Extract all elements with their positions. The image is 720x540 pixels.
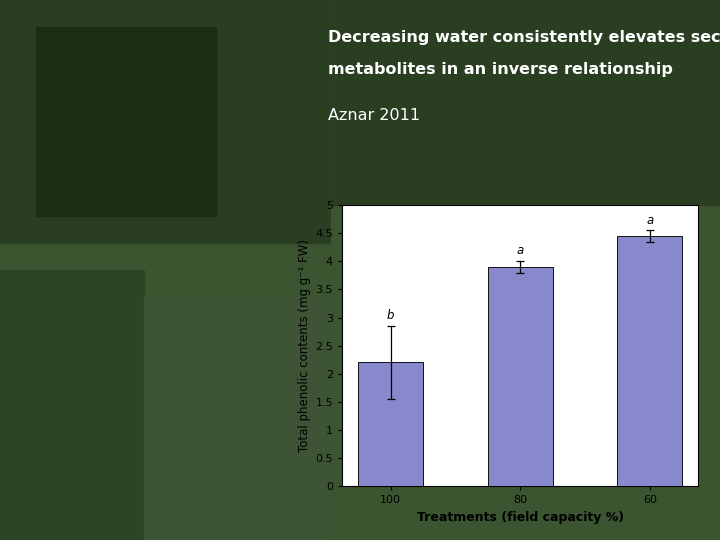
Bar — [0, 0, 331, 243]
Bar — [488, 267, 553, 486]
Text: a: a — [646, 213, 654, 227]
Bar — [331, 0, 720, 205]
Bar — [144, 297, 331, 540]
X-axis label: Treatments (field capacity %): Treatments (field capacity %) — [417, 511, 624, 524]
Text: metabolites in an inverse relationship: metabolites in an inverse relationship — [328, 62, 672, 77]
Text: Decreasing water consistently elevates secondary: Decreasing water consistently elevates s… — [328, 30, 720, 45]
Bar — [331, 0, 720, 540]
Bar — [36, 27, 216, 216]
Text: b: b — [387, 309, 395, 322]
Text: a: a — [516, 245, 524, 258]
Bar — [0, 270, 144, 540]
Bar — [0, 0, 331, 540]
Bar — [359, 362, 423, 486]
Text: Aznar 2011: Aznar 2011 — [328, 108, 420, 123]
Y-axis label: Total phenolic contents (mg g⁻¹ FW): Total phenolic contents (mg g⁻¹ FW) — [298, 239, 311, 452]
Bar — [618, 236, 682, 486]
